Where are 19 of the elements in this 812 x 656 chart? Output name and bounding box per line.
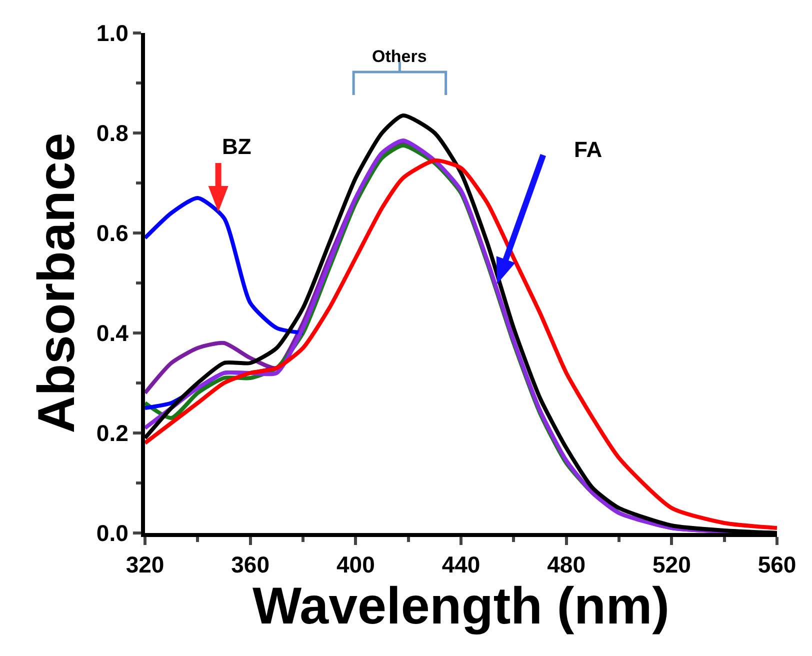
y-tick-label: 0.8 [96,120,129,146]
x-tick-label: 480 [547,552,586,578]
y-tick-label: 0.6 [96,220,128,246]
x-tick-label: 360 [231,552,270,578]
x-axis-title: Wavelength (nm) [252,578,670,636]
y-axis-title: Absorbance [28,132,86,434]
y-tick-label: 1.0 [96,20,128,46]
annotation: Others [372,47,427,66]
line-series [145,196,305,335]
x-tick-label: 320 [126,552,164,578]
y-tick-label: 0.2 [96,420,128,446]
x-tick-label: 440 [442,552,480,578]
annotation: BZ [222,134,252,159]
y-tick-label: 0.0 [96,520,128,546]
x-tick-label: 520 [652,552,691,578]
x-tick-label: 560 [758,552,796,578]
y-tick-label: 0.4 [96,320,129,346]
x-tick-label: 400 [336,552,375,578]
annotation: FA [574,137,602,162]
